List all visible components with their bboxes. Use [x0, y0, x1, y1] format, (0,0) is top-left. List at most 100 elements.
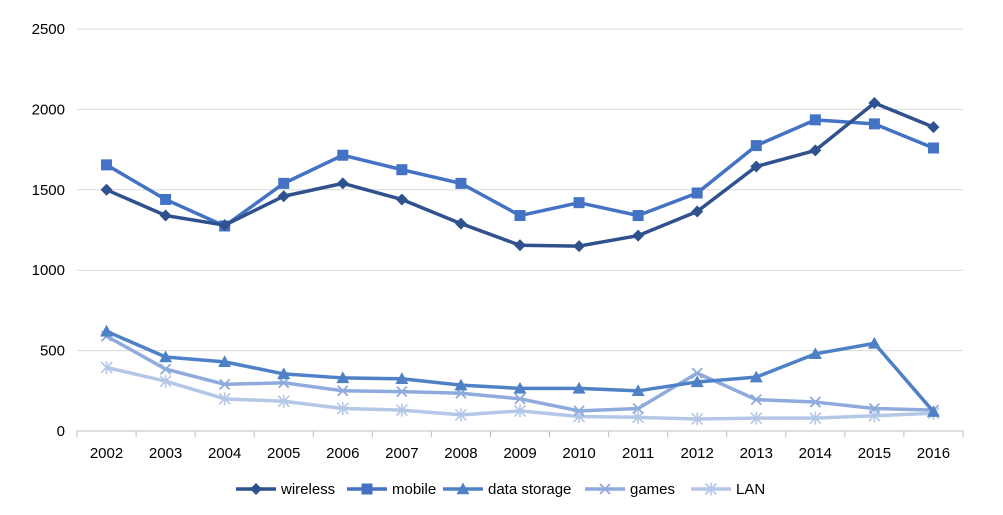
- data-point: [750, 411, 763, 425]
- data-point: [218, 355, 232, 368]
- data-point: [395, 193, 408, 206]
- x-axis: 2002 2003 2004 2005 2006 2007 2008 2009 2010 2011…: [76, 430, 964, 462]
- x-tick-label: 2008: [444, 445, 477, 462]
- data-point: [927, 142, 939, 154]
- data-point: [277, 367, 291, 380]
- data-point: [337, 149, 349, 161]
- data-point: [278, 377, 290, 389]
- data-point: [336, 371, 350, 384]
- legend-marker: [704, 482, 718, 496]
- data-point: [868, 118, 880, 130]
- data-point: [159, 363, 172, 375]
- data-point: [159, 350, 173, 363]
- data-point: [632, 410, 645, 424]
- x-tick-label: 2011: [622, 445, 654, 462]
- data-point: [573, 405, 585, 417]
- data-point: [573, 197, 585, 209]
- y-tick-label: 500: [40, 343, 65, 360]
- y-axis: 0 500 1000 1500 2000 2500: [32, 21, 65, 440]
- data-point: [514, 210, 526, 222]
- data-point: [100, 360, 113, 374]
- data-point: [336, 177, 349, 190]
- legend-marker: [456, 482, 470, 495]
- data-point: [160, 193, 172, 205]
- data-point: [100, 324, 114, 337]
- legend-marker: [599, 483, 611, 495]
- legend-item-wireless: wireless: [236, 481, 335, 498]
- data-point: [218, 392, 231, 406]
- data-point: [573, 240, 586, 253]
- data-point: [159, 209, 172, 222]
- data-point: [691, 367, 703, 379]
- series-games: [100, 330, 940, 417]
- data-point: [219, 378, 231, 391]
- data-point: [926, 405, 940, 417]
- legend-label: games: [630, 481, 675, 498]
- data-point: [277, 190, 290, 203]
- data-point: [867, 336, 881, 349]
- data-point: [395, 372, 409, 384]
- data-point: [514, 393, 526, 405]
- legend-item-games: games: [585, 481, 675, 498]
- data-point: [454, 378, 468, 391]
- data-point: [395, 403, 408, 417]
- data-point: [809, 144, 822, 157]
- x-tick-label: 2005: [267, 445, 300, 462]
- data-point: [277, 394, 290, 408]
- plot-area: [100, 96, 940, 426]
- data-point: [691, 187, 703, 199]
- x-tick-label: 2004: [208, 445, 241, 462]
- series-LAN: [100, 360, 940, 426]
- data-point: [631, 384, 645, 396]
- data-point: [336, 401, 349, 415]
- data-point: [632, 210, 644, 222]
- data-point: [159, 374, 172, 388]
- series-mobile: [101, 114, 939, 232]
- data-point: [632, 402, 644, 415]
- data-point: [396, 164, 408, 176]
- data-point: [808, 347, 822, 360]
- data-point: [101, 159, 113, 171]
- y-tick-label: 1000: [32, 262, 65, 279]
- data-point: [691, 412, 704, 426]
- x-tick-label: 2007: [385, 445, 418, 462]
- data-point: [750, 394, 762, 406]
- x-tick-label: 2016: [917, 445, 950, 462]
- data-point: [337, 385, 349, 397]
- y-tick-label: 1500: [32, 182, 65, 199]
- data-point: [691, 205, 704, 218]
- data-point: [572, 381, 586, 394]
- series-line: [105, 101, 935, 248]
- data-point: [218, 219, 231, 232]
- data-point: [809, 114, 821, 126]
- data-point: [278, 177, 290, 189]
- y-tick-label: 2000: [32, 101, 65, 118]
- x-tick-label: 2015: [858, 445, 891, 462]
- data-point: [513, 404, 527, 418]
- x-tick-label: 2012: [681, 445, 714, 462]
- legend: wireless mobile data storage games LAN: [236, 481, 765, 498]
- data-point: [868, 402, 881, 415]
- x-tick-label: 2002: [90, 445, 123, 462]
- data-point: [513, 381, 527, 394]
- data-point: [750, 140, 762, 152]
- legend-label: wireless: [280, 481, 335, 498]
- x-tick-label: 2009: [503, 445, 536, 462]
- y-tick-label: 0: [57, 423, 65, 440]
- data-point: [868, 96, 881, 109]
- series-wireless: [100, 96, 940, 253]
- data-point: [632, 229, 645, 242]
- legend-label: mobile: [392, 481, 436, 498]
- data-point: [749, 370, 763, 383]
- data-point: [690, 375, 704, 388]
- legend-label: data storage: [488, 481, 571, 498]
- legend-item-LAN: LAN: [691, 481, 765, 498]
- data-point: [750, 160, 763, 173]
- data-point: [100, 183, 113, 196]
- x-tick-label: 2003: [149, 445, 182, 462]
- data-point: [454, 408, 467, 422]
- legend-marker: [361, 483, 373, 495]
- data-point: [809, 411, 822, 425]
- series-data-storage: [100, 324, 940, 417]
